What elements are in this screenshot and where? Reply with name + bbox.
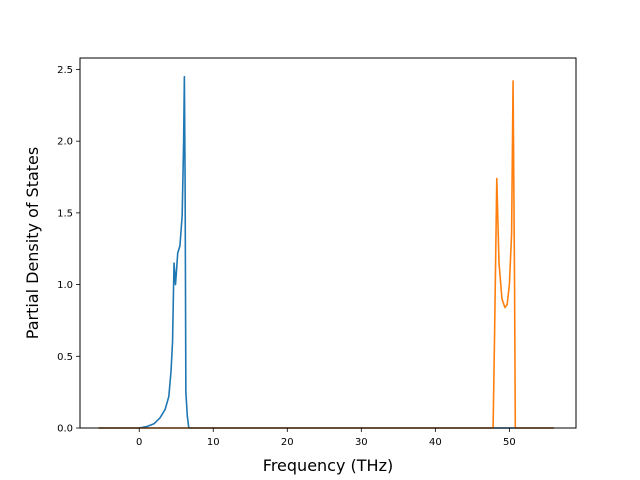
- x-tick-label: 30: [355, 437, 368, 448]
- x-tick-label: 10: [207, 437, 220, 448]
- plot-frame: [79, 57, 577, 429]
- x-tick-label: 50: [503, 437, 516, 448]
- x-tick-label: 40: [429, 437, 442, 448]
- y-tick-label: 1.0: [57, 280, 73, 291]
- x-tick-label: 0: [136, 437, 142, 448]
- x-tick-label: 20: [281, 437, 294, 448]
- x-axis: 0 10 20 30 40 50: [136, 428, 516, 448]
- y-tick-label: 1.5: [57, 208, 73, 219]
- x-axis-label: Frequency (THz): [263, 456, 393, 475]
- y-tick-label: 2.0: [57, 137, 73, 148]
- y-tick-label: 0.5: [57, 352, 73, 363]
- y-axis: 0.0 0.5 1.0 1.5 2.0 2.5: [57, 65, 80, 435]
- y-axis-label: Partial Density of States: [23, 147, 42, 339]
- y-tick-label: 2.5: [57, 65, 73, 76]
- y-tick-label: 0.0: [57, 424, 73, 435]
